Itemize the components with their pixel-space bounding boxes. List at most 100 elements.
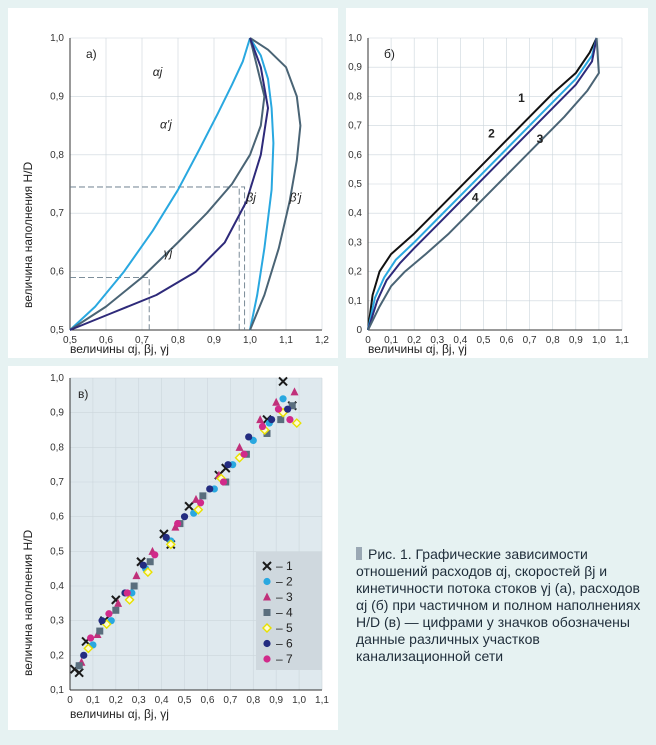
scatter-point-3 bbox=[290, 387, 299, 396]
scatter-point-3 bbox=[272, 397, 281, 406]
scatter-point-6 bbox=[80, 651, 88, 659]
legend-marker-2 bbox=[263, 577, 271, 586]
y-tick-label: 0,1 bbox=[348, 296, 362, 307]
x-tick-label: 1,1 bbox=[615, 335, 629, 346]
y-tick-label: 0,3 bbox=[348, 237, 362, 248]
legend-marker-1 bbox=[262, 561, 272, 571]
x-tick-label: 1,0 bbox=[292, 695, 306, 706]
x-tick-label: 0,7 bbox=[135, 335, 149, 346]
figure-caption: Рис. 1. Графические зависимости отношени… bbox=[356, 546, 641, 665]
legend-marker-7 bbox=[263, 655, 271, 663]
legend-marker-6 bbox=[263, 639, 271, 648]
scatter-point-5 bbox=[83, 643, 94, 654]
scatter-point-6 bbox=[284, 405, 292, 413]
y-tick-label: 0,2 bbox=[50, 650, 64, 661]
scatter-point-4 bbox=[199, 492, 207, 500]
y-tick-label: 0,4 bbox=[50, 581, 64, 592]
x-tick-label: 0,2 bbox=[109, 695, 123, 706]
scatter-point-4 bbox=[130, 582, 138, 590]
x-tick-label: 0,7 bbox=[223, 695, 237, 706]
scatter-point-7 bbox=[174, 520, 182, 528]
scatter-point-4 bbox=[146, 558, 154, 566]
y-tick-label: 0,8 bbox=[348, 91, 362, 102]
scatter-point-1 bbox=[278, 376, 288, 387]
x-tick-label: 0,4 bbox=[155, 695, 169, 706]
curve-label: β'j bbox=[289, 191, 302, 205]
series-line-2 bbox=[249, 37, 275, 331]
x-tick-label: 0,9 bbox=[207, 335, 221, 346]
scatter-point-4 bbox=[277, 416, 285, 424]
x-tick-label: 0 bbox=[67, 695, 73, 706]
x-tick-label: 0,9 bbox=[569, 335, 583, 346]
curve-label: βj bbox=[245, 191, 256, 205]
scatter-point-3 bbox=[132, 571, 141, 580]
scatter-point-7 bbox=[151, 551, 159, 559]
curve-label: 3 bbox=[537, 132, 544, 146]
y-tick-label: 0,6 bbox=[348, 150, 362, 161]
y-axis-title: величина наполнения H/D bbox=[21, 162, 35, 308]
x-tick-label: 0,5 bbox=[178, 695, 192, 706]
scatter-point-6 bbox=[180, 513, 189, 521]
legend-marker-3 bbox=[263, 592, 271, 601]
scatter-point-4 bbox=[75, 662, 83, 670]
chart-c: 0 0,1 0,2 0,3 0,4 0,5 0,6 0,7 0,8 0,9 1,0 1,10,10,2… bbox=[21, 373, 329, 721]
scatter-point-3 bbox=[235, 442, 244, 451]
scatter-point-6 bbox=[268, 416, 276, 424]
y-tick-label: 0,5 bbox=[50, 546, 64, 557]
series-line-3 bbox=[249, 37, 302, 331]
series-line-3 bbox=[367, 37, 600, 331]
scatter-point-7 bbox=[240, 450, 248, 458]
legend-label: – 3 bbox=[276, 590, 293, 604]
scatter-point-4 bbox=[263, 429, 271, 437]
curve-label: 4 bbox=[472, 191, 479, 205]
x-tick-label: 1,1 bbox=[279, 335, 293, 346]
scatter-point-3 bbox=[114, 598, 123, 607]
scatter-point-7 bbox=[105, 610, 113, 618]
x-tick-label: 0,3 bbox=[132, 695, 146, 706]
x-tick-label: 0,7 bbox=[523, 335, 537, 346]
legend-label: – 1 bbox=[276, 559, 293, 573]
legend-label: – 5 bbox=[276, 621, 293, 635]
legend-label: – 4 bbox=[276, 606, 293, 620]
curve-label: γj bbox=[164, 246, 173, 260]
scatter-point-7 bbox=[123, 589, 131, 597]
y-tick-label: 0,7 bbox=[348, 121, 362, 132]
x-tick-label: 0 bbox=[365, 335, 371, 346]
x-axis-title: величины αj, βj, γj bbox=[70, 342, 169, 356]
y-tick-label: 0,2 bbox=[348, 267, 362, 278]
scatter-point-7 bbox=[196, 499, 205, 507]
y-tick-label: 0,9 bbox=[348, 62, 362, 73]
scatter-point-6 bbox=[224, 461, 232, 469]
curve-label: αj bbox=[153, 65, 163, 79]
scatter-point-5 bbox=[165, 539, 176, 550]
guide-line bbox=[70, 186, 246, 330]
y-tick-label: 0,7 bbox=[50, 208, 64, 219]
x-tick-label: 1,1 bbox=[315, 695, 329, 706]
panel-label: а) bbox=[86, 47, 97, 61]
x-tick-label: 0,8 bbox=[546, 335, 560, 346]
x-tick-label: 0,9 bbox=[269, 695, 283, 706]
scatter-point-7 bbox=[286, 416, 294, 424]
scatter-point-5 bbox=[291, 418, 302, 429]
legend-label: – 6 bbox=[276, 637, 293, 651]
chart-a: 0,5 0,6 0,7 0,8 0,9 1,0 1,1 1,2 0,5 0,6 0,7 0,8 0,9 1… bbox=[21, 33, 329, 356]
y-tick-label: 0,9 bbox=[50, 91, 64, 102]
x-tick-label: 0,6 bbox=[201, 695, 215, 706]
y-tick-label: 0,7 bbox=[50, 477, 64, 488]
y-tick-label: 0,5 bbox=[348, 179, 362, 190]
y-tick-label: 0,5 bbox=[50, 325, 64, 336]
x-tick-label: 0,6 bbox=[500, 335, 514, 346]
y-tick-label: 0 bbox=[356, 325, 362, 336]
y-tick-label: 0,8 bbox=[50, 442, 64, 453]
scatter-point-4 bbox=[112, 606, 120, 614]
y-tick-label: 0,8 bbox=[50, 150, 64, 161]
series-line-1 bbox=[69, 37, 266, 331]
legend-marker-5 bbox=[262, 623, 272, 633]
x-axis-title: величины αj, βj, γj bbox=[368, 342, 467, 356]
series-line-0 bbox=[367, 37, 598, 331]
scatter-point-1 bbox=[74, 667, 84, 678]
series-line-4 bbox=[69, 37, 269, 331]
panel-b: 0 0,1 0,2 0,3 0,4 0,5 0,6 0,7 0,8 0,9 1,0 1,1 0 0,1 0,… bbox=[331, 8, 648, 358]
scatter-point-4 bbox=[288, 402, 296, 410]
curve-label: 1 bbox=[518, 91, 525, 105]
